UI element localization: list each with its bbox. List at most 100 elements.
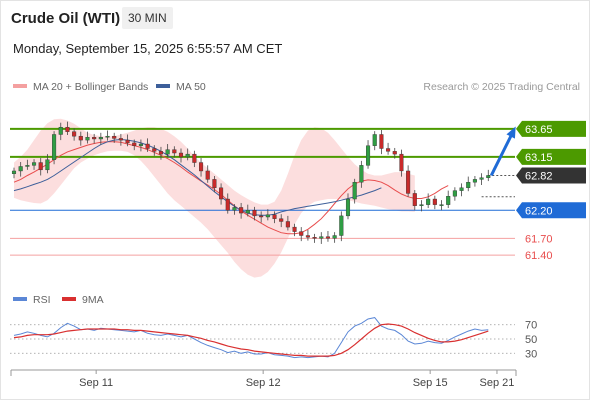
candle-body <box>466 181 471 189</box>
candle-body <box>265 214 270 218</box>
rsi-tick-label-50: 50 <box>525 334 537 346</box>
candle-body <box>112 135 117 139</box>
candle-body <box>386 148 391 152</box>
candle-body <box>452 190 457 197</box>
legend-label-ma20: MA 20 + Bollinger Bands <box>33 81 148 93</box>
candle-body <box>406 170 411 194</box>
candle-body <box>299 231 304 236</box>
candle-body <box>239 207 244 214</box>
candle-body <box>145 143 150 149</box>
level-label-61.40: 61.40 <box>525 250 553 262</box>
instrument-title: Crude Oil (WTI) <box>11 10 121 27</box>
candle-body <box>132 142 137 146</box>
candle-body <box>479 177 484 180</box>
candle-body <box>319 236 324 239</box>
level-tag-label-63.65: 63.65 <box>525 124 553 136</box>
level-tag-62.20 <box>516 202 586 219</box>
candle-body <box>212 179 217 189</box>
candle-body <box>18 166 23 172</box>
candle-body <box>279 218 284 222</box>
legend-swatch-rsi <box>13 297 27 301</box>
candle-body <box>272 214 277 219</box>
candle-body <box>152 148 157 152</box>
candle-body <box>205 170 210 180</box>
candle-body <box>305 235 310 238</box>
legend-swatch-ma20 <box>13 84 27 88</box>
candle-body <box>105 135 110 138</box>
candle-body <box>432 198 437 205</box>
candle-body <box>245 210 250 214</box>
level-tag-label-62.82: 62.82 <box>525 170 553 182</box>
candle-body <box>312 236 317 239</box>
x-tick-label: Sep 15 <box>413 377 448 389</box>
candle-body <box>366 145 371 166</box>
watermark: Research © 2025 Trading Central <box>423 81 580 93</box>
candle-body <box>65 126 70 132</box>
candle-body <box>58 126 63 135</box>
candle-body <box>332 235 337 239</box>
level-tag-62.82 <box>516 167 586 184</box>
legend-label-rsi: RSI <box>33 294 51 306</box>
candle-body <box>399 153 404 172</box>
level-tag-label-63.15: 63.15 <box>525 152 553 164</box>
candle-body <box>78 135 83 141</box>
candle-body <box>118 138 123 141</box>
rsi-line <box>13 317 489 359</box>
forecast-arrow-shaft <box>489 131 515 177</box>
candle-body <box>359 165 364 183</box>
rsi-tick-label-30: 30 <box>525 348 537 360</box>
candle-body <box>339 215 344 236</box>
candle-body <box>352 181 357 200</box>
candle-body <box>392 151 397 155</box>
candle-body <box>486 175 491 178</box>
candle-body <box>158 151 163 155</box>
candle-body <box>325 236 330 239</box>
candle-body <box>192 153 197 163</box>
candle-body <box>252 210 257 217</box>
rsi-9ma-line <box>13 323 489 357</box>
candle-body <box>38 162 43 171</box>
ma50-line <box>13 138 382 216</box>
x-tick-label: Sep 21 <box>480 377 515 389</box>
forecast-arrow-head <box>506 126 516 139</box>
candle-body <box>412 193 417 206</box>
candle-body <box>372 134 377 146</box>
candle-body <box>11 170 17 174</box>
candle-body <box>459 187 464 191</box>
candle-body <box>259 215 264 218</box>
candle-body <box>472 179 477 183</box>
x-tick-label: Sep 11 <box>79 377 113 389</box>
legend-label-ma50: MA 50 <box>176 81 206 93</box>
candle-body <box>232 207 237 211</box>
candle-body <box>125 139 130 144</box>
candle-body <box>292 226 297 232</box>
candle-body <box>92 137 97 140</box>
x-tick-label: Sep 12 <box>246 377 281 389</box>
candle-body <box>172 149 177 154</box>
timestamp: Monday, September 15, 2025 6:55:57 AM CE… <box>13 41 283 56</box>
candle-body <box>379 134 384 149</box>
candle-body <box>165 149 170 155</box>
level-tag-label-62.20: 62.20 <box>525 205 553 217</box>
level-tag-63.15 <box>516 148 586 165</box>
candle-body <box>225 198 230 211</box>
candle-body <box>345 198 351 217</box>
ma20-line <box>13 141 449 235</box>
candle-body <box>45 159 50 171</box>
legend-swatch-ma50 <box>156 84 170 88</box>
level-tag-63.65 <box>516 120 586 137</box>
candle-body <box>32 162 37 166</box>
candle-body <box>85 137 90 141</box>
candle-body <box>138 143 143 146</box>
candle-body <box>199 162 204 172</box>
legend-label-9ma: 9MA <box>82 294 104 306</box>
candle-body <box>98 137 103 140</box>
candle-body <box>185 153 190 158</box>
candle-body <box>426 198 431 205</box>
candle-body <box>72 131 77 137</box>
interval-selector[interactable]: 30 MIN <box>122 7 173 29</box>
bollinger-band-area <box>14 118 415 278</box>
candle-body <box>446 196 451 205</box>
legend-swatch-9ma <box>62 297 76 301</box>
